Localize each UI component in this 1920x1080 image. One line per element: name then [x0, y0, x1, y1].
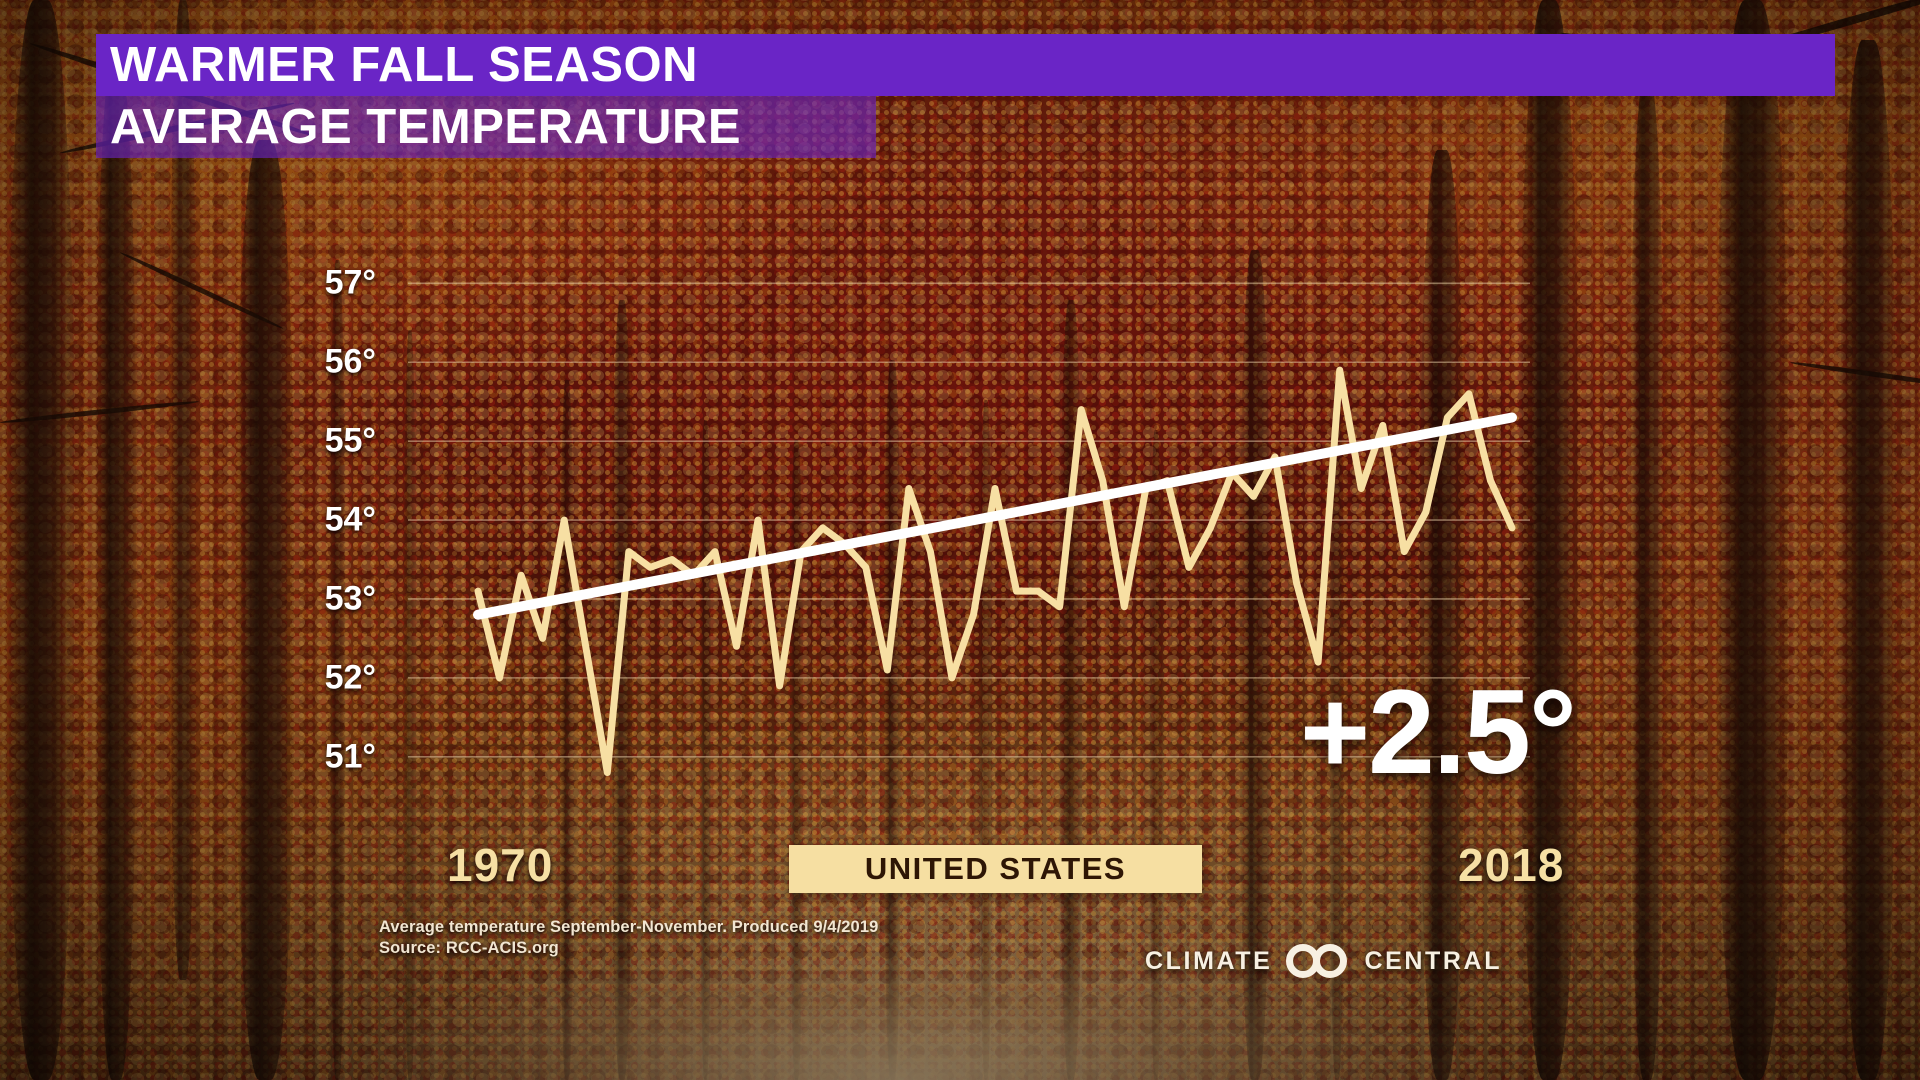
logo-word-right: CENTRAL: [1364, 946, 1503, 975]
title-line-1: WARMER FALL SEASON: [96, 34, 1835, 96]
credit-line-2: Source: RCC-ACIS.org: [379, 939, 559, 957]
y-axis-tick-label: 56°: [324, 342, 376, 381]
double-ring-icon: [1286, 944, 1348, 978]
credit-line-1: Average temperature September-November. …: [379, 918, 879, 936]
x-axis-label-start: 1970: [447, 839, 554, 891]
source-credit: Average temperature September-November. …: [379, 917, 878, 959]
trend-line: [473, 412, 1517, 620]
temperature-series-line: [474, 366, 1516, 776]
y-axis-tick-label: 52°: [324, 658, 376, 697]
x-axis-label-end: 2018: [1458, 839, 1565, 891]
y-axis-tick-label: 53°: [324, 579, 376, 618]
region-badge: UNITED STATES: [789, 845, 1202, 893]
region-badge-label: UNITED STATES: [864, 851, 1127, 886]
title-line-2: AVERAGE TEMPERATURE: [96, 96, 876, 158]
y-axis-tick-label: 51°: [324, 737, 376, 776]
temperature-change-annotation: +2.5°: [1300, 665, 1577, 799]
y-axis-tick-label: 54°: [324, 500, 376, 539]
y-axis-tick-label: 57°: [324, 263, 376, 302]
climate-central-logo: CLIMATE CENTRAL: [1145, 944, 1502, 978]
logo-word-left: CLIMATE: [1145, 946, 1273, 975]
y-axis-tick-label: 55°: [324, 421, 376, 460]
